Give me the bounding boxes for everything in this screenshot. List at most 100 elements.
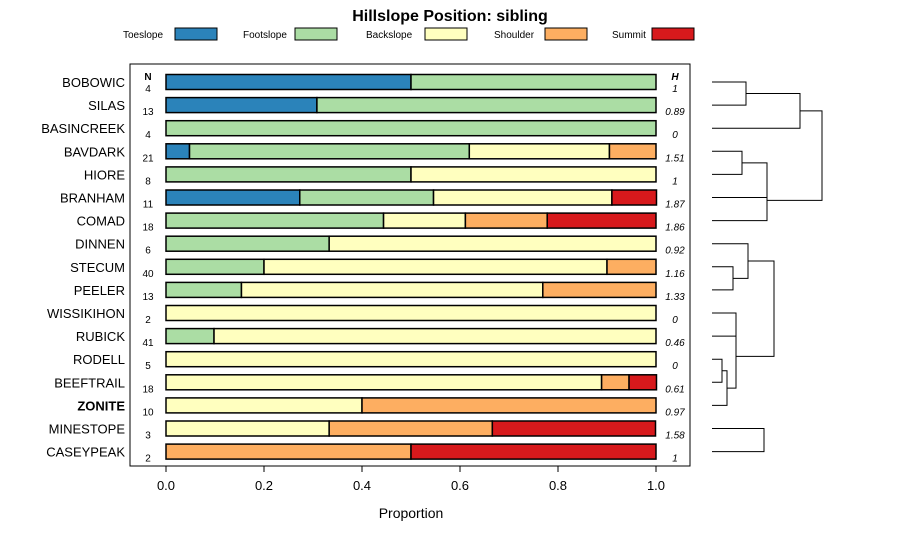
row-label-rubick: RUBICK: [76, 329, 125, 344]
bar-segment-basincreek-footslope: [165, 119, 657, 137]
bar-segment-minestope-summit: [491, 420, 657, 437]
h-value-stecum: 1.16: [665, 269, 685, 280]
dendrogram-link: [767, 110, 823, 201]
x-axis-label: Proportion: [379, 505, 444, 521]
chart-title: Hillslope Position: sibling: [352, 8, 548, 25]
bar-segment-bavdark-toeslope: [165, 143, 191, 160]
bar-segment-branham-toeslope: [165, 189, 301, 206]
n-value-caseypeak: 2: [145, 454, 151, 465]
bar-segment-beeftrail-summit: [628, 374, 658, 391]
dendrogram-link: [712, 370, 728, 406]
bar-segment-hiore-footslope: [165, 166, 412, 183]
row-label-stecum: STECUM: [70, 260, 125, 275]
bar-segment-rubick-footslope: [165, 327, 215, 345]
bar-segment-stecum-shoulder: [606, 258, 657, 276]
row-label-caseypeak: CASEYPEAK: [46, 445, 125, 460]
bar-segment-beeftrail-shoulder: [600, 374, 630, 391]
bar-segment-bobowic-footslope: [410, 73, 657, 91]
legend-swatch-footslope: [294, 27, 338, 41]
legend-swatch-backslope: [424, 27, 468, 41]
bar-segment-comad-shoulder: [464, 212, 548, 229]
bar-segment-bavdark-footslope: [188, 143, 471, 160]
bar-segment-comad-backslope: [382, 212, 467, 229]
bar-segment-branham-summit: [611, 189, 658, 206]
n-value-bavdark: 21: [142, 153, 154, 164]
n-value-peeler: 13: [142, 292, 154, 303]
h-value-minestope: 1.58: [665, 431, 685, 442]
row-label-silas: SILAS: [88, 98, 125, 113]
bar-segment-rubick-backslope: [213, 327, 657, 345]
n-value-dinnen: 6: [145, 246, 151, 257]
bar-segment-peeler-shoulder: [542, 281, 657, 299]
h-value-hiore: 1: [672, 176, 678, 187]
bar-segment-stecum-footslope: [165, 258, 265, 276]
n-value-basincreek: 4: [145, 130, 151, 141]
bar-segment-dinnen-footslope: [165, 235, 330, 252]
bar-segment-comad-summit: [546, 212, 657, 229]
bar-segment-caseypeak-shoulder: [165, 443, 412, 460]
legend: Toeslope Footslope Backslope Shoulder Summit: [123, 27, 695, 41]
n-value-rodell: 5: [145, 361, 151, 372]
bar-segment-minestope-backslope: [165, 420, 330, 437]
h-value-branham: 1.87: [665, 200, 685, 211]
plot-frame: [129, 63, 691, 467]
bar-segment-rodell-backslope: [165, 350, 657, 368]
bar-segment-hiore-backslope: [410, 166, 657, 183]
dendrogram-link: [712, 162, 768, 198]
h-value-bobowic: 1: [672, 84, 678, 95]
legend-swatch-shoulder: [544, 27, 588, 41]
bar-segment-bavdark-backslope: [468, 143, 611, 160]
h-value-basincreek: 0: [672, 130, 678, 141]
h-value-wissikihon: 0: [672, 315, 678, 326]
bar-segment-peeler-footslope: [165, 281, 243, 299]
n-value-silas: 13: [142, 107, 154, 118]
h-value-rubick: 0.46: [665, 338, 685, 349]
legend-label-shoulder: Shoulder: [494, 30, 535, 41]
row-label-comad: COMAD: [77, 214, 125, 229]
bar-segment-wissikihon-backslope: [165, 304, 657, 322]
x-tick-label: 1.0: [647, 478, 665, 493]
bar-segment-dinnen-backslope: [328, 235, 657, 252]
dendrogram-link: [712, 358, 723, 383]
bar-segment-bavdark-shoulder: [608, 143, 657, 160]
h-value-silas: 0.89: [665, 107, 685, 118]
legend-label-summit: Summit: [612, 30, 646, 41]
n-value-zonite: 10: [142, 407, 154, 418]
x-axis: 0.0 0.2 0.4 0.6 0.8 1.0: [157, 466, 665, 493]
dendrogram-link: [712, 180, 768, 222]
dendrogram-link: [712, 428, 765, 453]
bar-segment-caseypeak-summit: [410, 443, 657, 460]
dendrogram-link: [712, 150, 743, 175]
n-value-stecum: 40: [142, 269, 154, 280]
row-label-rodell: RODELL: [73, 352, 125, 367]
dendrogram: [712, 81, 823, 453]
n-value-hiore: 8: [145, 176, 151, 187]
dendrogram-link: [712, 93, 801, 129]
bar-segment-stecum-backslope: [263, 258, 608, 276]
row-label-peeler: PEELER: [74, 283, 125, 298]
h-value-bavdark: 1.51: [665, 153, 684, 164]
h-value-dinnen: 0.92: [665, 246, 685, 257]
x-tick-label: 0.2: [255, 478, 273, 493]
dendrogram-link: [712, 266, 734, 291]
n-header: N: [144, 72, 151, 83]
row-label-bobowic: BOBOWIC: [62, 75, 125, 90]
row-label-branham: BRANHAM: [60, 191, 125, 206]
legend-swatch-toeslope: [174, 27, 218, 41]
bar-segment-zonite-backslope: [165, 397, 363, 414]
n-value-branham: 11: [143, 200, 154, 211]
n-value-bobowic: 4: [145, 84, 151, 95]
row-label-minestope: MINESTOPE: [49, 422, 126, 437]
h-value-rodell: 0: [672, 361, 678, 372]
h-value-zonite: 0.97: [665, 407, 685, 418]
row-label-zonite: ZONITE: [77, 398, 125, 413]
bar-segment-silas-toeslope: [165, 96, 318, 114]
bar-segment-bobowic-toeslope: [165, 73, 412, 91]
row-label-bavdark: BAVDARK: [64, 144, 125, 159]
n-value-minestope: 3: [145, 431, 151, 442]
h-value-peeler: 1.33: [665, 292, 685, 303]
bar-segment-zonite-shoulder: [361, 397, 657, 414]
bar-segment-comad-footslope: [165, 212, 385, 229]
n-value-comad: 18: [142, 223, 154, 234]
